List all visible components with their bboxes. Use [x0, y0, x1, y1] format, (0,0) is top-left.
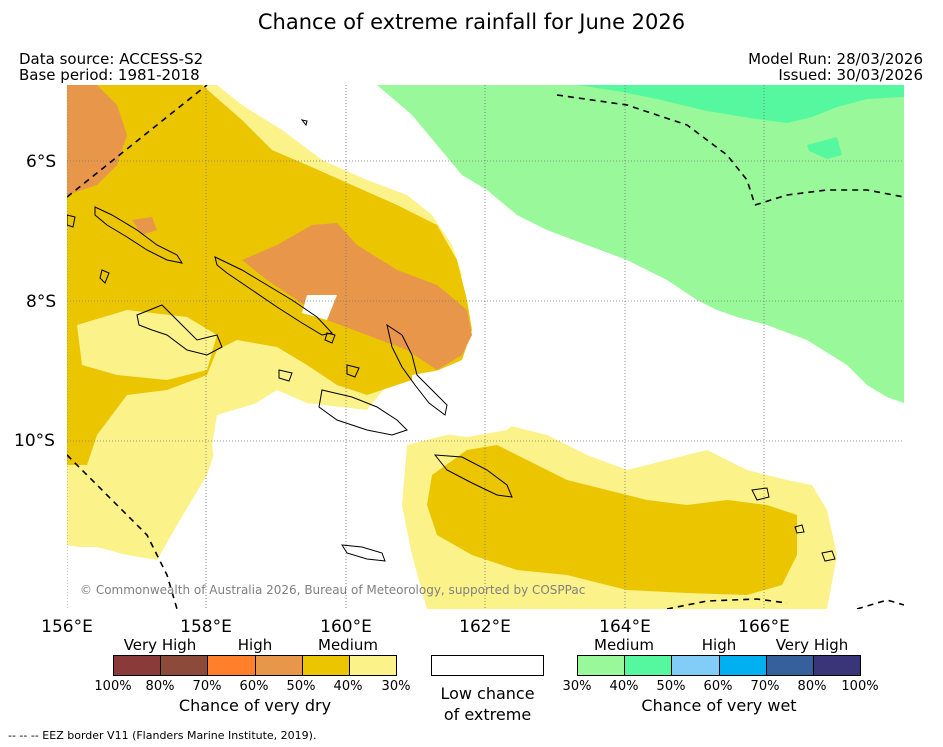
wet-tick-40: 40% — [609, 679, 639, 694]
dry-category-very-high: Very High — [123, 636, 197, 654]
wet-swatch-6 — [813, 656, 861, 675]
lat-label-10s: 10°S — [14, 431, 55, 451]
low-chance-patch-1 — [212, 400, 302, 505]
dry-60-region-nw — [67, 85, 127, 195]
island-choiseul — [94, 206, 184, 264]
low-chance-patch-3 — [412, 367, 537, 437]
wet-category-medium: Medium — [594, 636, 654, 654]
low-chance-patch-2 — [67, 545, 177, 609]
wet-swatch-3 — [672, 656, 720, 675]
wet-swatch-2 — [625, 656, 673, 675]
island-rennell — [341, 544, 386, 562]
dry-swatch-1 — [114, 656, 162, 675]
wet-tick-50: 50% — [656, 679, 686, 694]
dry-swatch-4 — [255, 656, 303, 675]
lon-label-162e: 162°E — [459, 617, 511, 637]
island-small-6 — [821, 550, 836, 562]
eez-borders — [67, 85, 904, 609]
wet-tick-30: 30% — [562, 679, 592, 694]
island-small-4 — [346, 364, 360, 378]
dry-color-bar — [113, 655, 397, 676]
lat-label-8s: 8°S — [26, 292, 57, 312]
dry-swatch-2 — [161, 656, 209, 675]
eez-border-east — [754, 189, 904, 206]
dry-swatch-3 — [208, 656, 256, 675]
credit-text: © Commonwealth of Australia 2026, Bureau… — [80, 583, 586, 597]
low-chance-swatch — [431, 655, 544, 676]
dry-60-region-small — [132, 217, 157, 235]
island-guadalcanal — [318, 389, 408, 436]
dry-tick-40: 40% — [333, 679, 363, 694]
coastlines — [67, 119, 836, 562]
eez-footnote: -- -- -- EEZ border V11 (Flanders Marine… — [8, 729, 317, 742]
meta-right: Model Run: 28/03/2026 Issued: 30/03/2026 — [748, 51, 923, 83]
island-small-3 — [278, 369, 293, 382]
lon-label-158e: 158°E — [180, 617, 232, 637]
lat-label-6s: 6°S — [26, 152, 57, 172]
island-small-5 — [751, 487, 770, 501]
wet-swatch-1 — [578, 656, 626, 675]
dry-category-high: High — [237, 636, 273, 654]
wet-category-high: High — [701, 636, 737, 654]
low-chance-caption-line2: of extreme — [443, 705, 532, 724]
low-chance-caption-line1: Low chance — [440, 684, 535, 703]
eez-border-ne — [556, 94, 756, 206]
dry-tick-100: 100% — [94, 679, 132, 694]
island-new-georgia — [136, 304, 223, 356]
island-makira — [433, 454, 513, 498]
island-malaita — [386, 323, 448, 416]
map-title: Chance of extreme rainfall for June 2026 — [257, 10, 686, 34]
base-period: Base period: 1981-2018 — [19, 66, 200, 84]
wet-tick-100: 100% — [841, 679, 879, 694]
dry-40-hole — [77, 310, 217, 380]
dry-60-region — [242, 223, 472, 370]
lon-label-156e: 156°E — [41, 617, 93, 637]
data-source: Data source: ACCESS-S2 — [19, 50, 204, 68]
island-santa-isabel — [214, 256, 333, 336]
dry-50-region-south — [427, 445, 797, 595]
low-chance-caption: Low chance of extreme — [421, 683, 554, 725]
wet-high-region-small — [807, 137, 842, 159]
wet-caption: Chance of very wet — [641, 696, 797, 715]
dry-tick-70: 70% — [192, 679, 222, 694]
dry-tick-60: 60% — [239, 679, 269, 694]
wet-tick-80: 80% — [797, 679, 827, 694]
model-run: Model Run: 28/03/2026 — [748, 50, 923, 68]
wet-tick-70: 70% — [750, 679, 780, 694]
wet-category-very-high: Very High — [775, 636, 849, 654]
island-small-1 — [67, 214, 76, 228]
rainfall-map — [67, 85, 904, 609]
wet-tick-60: 60% — [703, 679, 733, 694]
meta-left: Data source: ACCESS-S2 Base period: 1981… — [19, 51, 203, 83]
lon-label-164e: 164°E — [599, 617, 651, 637]
eez-border-sw — [67, 454, 178, 609]
wet-high-region — [577, 85, 904, 123]
dry-category-medium: Medium — [318, 636, 378, 654]
issued-date: Issued: 30/03/2026 — [778, 66, 923, 84]
dry-caption: Chance of very dry — [178, 696, 332, 715]
wet-medium-region — [377, 85, 904, 403]
island-small-2 — [99, 269, 110, 284]
dry-tick-30: 30% — [381, 679, 411, 694]
graticule — [67, 85, 904, 609]
island-small-9 — [300, 119, 308, 127]
eez-border-west — [67, 85, 208, 198]
lon-label-160e: 160°E — [320, 617, 372, 637]
wet-color-bar — [577, 655, 861, 676]
wet-swatch-4 — [719, 656, 767, 675]
dry-tick-80: 80% — [145, 679, 175, 694]
island-small-7 — [794, 524, 805, 534]
dry-swatch-6 — [349, 656, 397, 675]
wet-swatch-5 — [766, 656, 814, 675]
dry-swatch-5 — [302, 656, 350, 675]
lon-label-166e: 166°E — [738, 617, 790, 637]
dry-tick-50: 50% — [286, 679, 316, 694]
island-small-8 — [324, 332, 336, 344]
